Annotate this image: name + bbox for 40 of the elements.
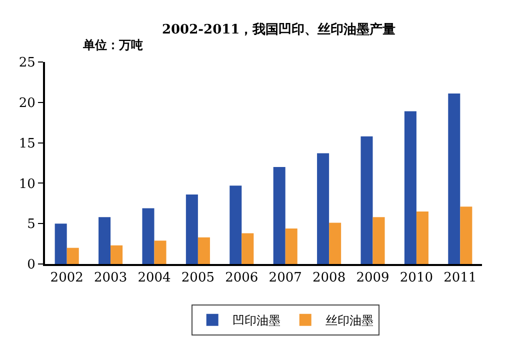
bar [230, 186, 242, 264]
bar [273, 167, 286, 264]
y-tick-label: 15 [18, 136, 36, 152]
bar [154, 240, 166, 264]
legend-label: 凹印油墨 [232, 314, 280, 328]
x-tick-label: 2002 [50, 270, 84, 286]
bar [54, 224, 67, 264]
bar [317, 153, 330, 264]
bar [460, 206, 472, 264]
bar [360, 136, 373, 264]
bar [329, 222, 342, 264]
y-tick-label: 20 [18, 96, 36, 111]
bar [110, 245, 123, 264]
bar [242, 233, 254, 264]
chart-title: 2002-2011，我国凹印、丝印油墨产量 [162, 21, 396, 38]
y-tick-label: 0 [27, 258, 36, 273]
y-tick-label: 5 [27, 217, 36, 232]
x-tick-label: 2009 [356, 270, 390, 286]
x-tick-label: 2004 [138, 270, 171, 286]
bar [285, 228, 298, 264]
legend-label: 丝印油墨 [325, 314, 374, 328]
x-tick-label: 2006 [225, 270, 258, 286]
y-tick-label: 10 [18, 176, 36, 192]
bar [372, 217, 385, 264]
text: 单位：万吨 [82, 38, 143, 52]
x-tick-label: 2011 [444, 270, 477, 286]
bar [198, 237, 210, 264]
y-tick-label: 25 [18, 56, 36, 71]
bar [142, 208, 154, 264]
bar [66, 248, 79, 264]
x-tick-label: 2010 [400, 270, 433, 286]
x-tick-label: 2005 [181, 270, 214, 286]
bar [448, 94, 460, 264]
x-tick-label: 2008 [312, 270, 346, 286]
bar [416, 211, 428, 264]
x-tick-label: 2003 [94, 270, 128, 286]
x-tick-label: 2007 [268, 270, 302, 286]
bar [186, 194, 198, 264]
bar [98, 217, 111, 264]
bar [404, 111, 416, 264]
